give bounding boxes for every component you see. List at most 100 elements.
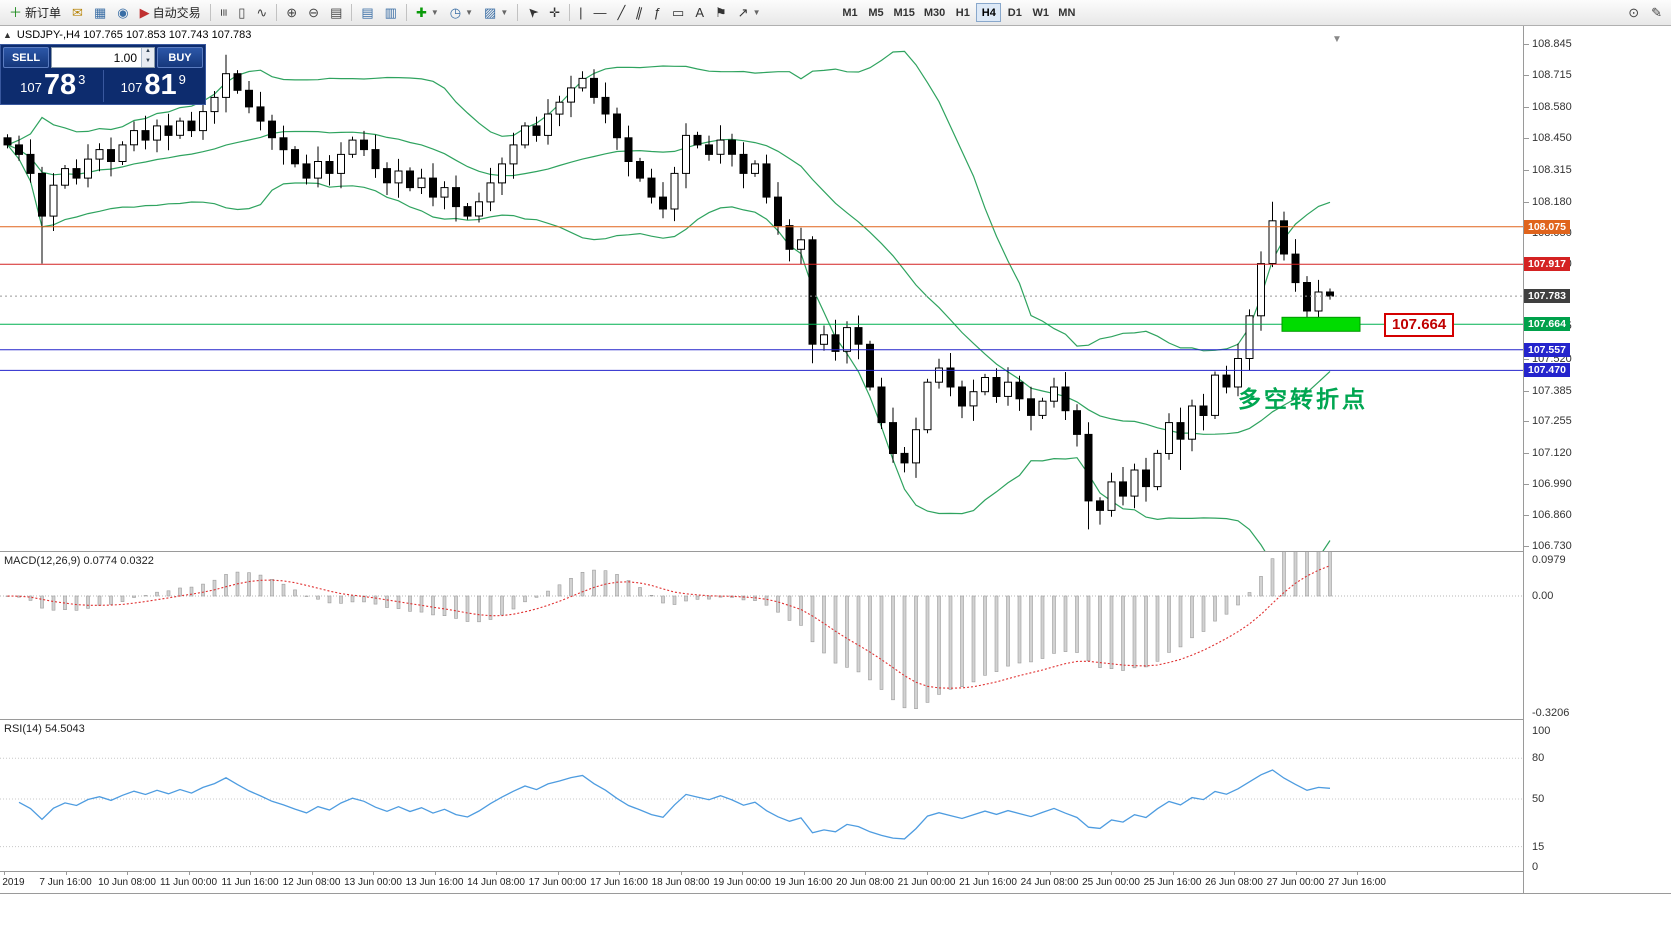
buy-button[interactable]: BUY	[157, 47, 203, 68]
volume-up-button[interactable]: ▲	[142, 48, 154, 58]
rsi-axis-label: 50	[1532, 793, 1545, 805]
timeframe-button-H4[interactable]: H4	[976, 3, 1002, 22]
zoom-in-button[interactable]: ⊕	[281, 2, 302, 23]
time-label: Jun 2019	[0, 877, 25, 888]
buy-price-big: 81	[144, 69, 177, 101]
time-label: 7 Jun 16:00	[39, 877, 92, 888]
shapes-button[interactable]: ▭	[667, 2, 689, 23]
data-window-icon: ◉	[117, 5, 129, 20]
rsi-chart	[0, 757, 1523, 848]
time-tick-mark	[311, 872, 313, 875]
timeframe-button-W1[interactable]: W1	[1028, 3, 1053, 22]
timeframe-button-D1[interactable]: D1	[1002, 3, 1027, 22]
toolbar-separator	[569, 4, 571, 21]
timeframe-button-M1[interactable]: M1	[837, 3, 862, 22]
fibonacci-button[interactable]: ƒ	[649, 2, 666, 23]
price-badge-108.075: 108.075	[1524, 219, 1570, 234]
time-label: 13 Jun 00:00	[344, 877, 402, 888]
timeframe-button-M15[interactable]: M15	[889, 3, 918, 22]
zoom-out-button[interactable]: ⊖	[303, 2, 324, 23]
time-tick-mark	[1111, 872, 1112, 875]
chevron-down-icon: ▼	[752, 8, 761, 17]
bar-chart-button[interactable]: ≡	[215, 2, 233, 23]
panel-separator[interactable]	[0, 719, 1671, 720]
channel-button[interactable]: ∥	[631, 2, 648, 23]
tile-vertical-button[interactable]: ▥	[380, 2, 402, 23]
time-label: 12 Jun 08:00	[282, 877, 341, 888]
trendline-button[interactable]: ╱	[612, 2, 630, 23]
time-tick-mark	[1295, 872, 1297, 875]
arrows-button[interactable]: ↗ ▼	[733, 2, 766, 23]
zoom-out-icon: ⊖	[308, 5, 320, 20]
tile-horizontal-button[interactable]: ▤	[356, 2, 378, 23]
line-chart-button[interactable]: ∿	[251, 2, 272, 23]
templates-button[interactable]: ▨ ▼	[479, 2, 513, 23]
chart-list-button[interactable]: ▤	[325, 2, 347, 23]
time-label: 27 Jun 16:00	[1328, 877, 1386, 888]
candle-chart-button[interactable]: ▯	[233, 2, 250, 23]
rsi-subwindow[interactable]: RSI(14) 54.5043	[0, 720, 1523, 871]
text-button[interactable]: A	[690, 2, 709, 23]
data-window-button[interactable]: ◉	[112, 2, 133, 23]
price-tick: 108.715	[1524, 69, 1572, 81]
candlestick-chart[interactable]	[0, 26, 1523, 551]
timeframe-button-M30[interactable]: M30	[920, 3, 949, 22]
buy-price[interactable]: 107 81 9	[104, 70, 204, 102]
autotrade-button[interactable]: ▶ 自动交易	[135, 2, 206, 23]
time-label: 25 Jun 16:00	[1143, 877, 1202, 888]
time-tick-mark	[250, 872, 251, 875]
sell-price-sup: 3	[78, 72, 86, 87]
sell-price[interactable]: 107 78 3	[3, 70, 104, 103]
chevron-down-icon: ▼	[465, 8, 474, 17]
collapse-trade-panel-icon[interactable]: ▲	[3, 30, 12, 40]
time-label: 24 Jun 08:00	[1020, 877, 1079, 888]
time-tick-mark	[373, 872, 374, 875]
timeframe-button-MN[interactable]: MN	[1054, 3, 1079, 22]
chart-area[interactable]: ▲ USDJPY-,H4 107.765 107.853 107.743 107…	[0, 26, 1523, 551]
new-order-button[interactable]: ＋新订单	[4, 2, 66, 23]
indicators-button[interactable]: ✚ ▼	[411, 2, 444, 23]
arrow-icon: ↗	[737, 5, 749, 20]
cursor-icon: ➤	[523, 3, 542, 22]
clock-icon: ◷	[449, 5, 462, 20]
crosshair-icon: ✛	[549, 5, 561, 20]
search-button[interactable]: ⊙	[1623, 2, 1644, 23]
volume-stepper[interactable]: ▲ ▼	[51, 47, 155, 68]
rsi-axis-label: 0	[1532, 861, 1539, 873]
vertical-line-button[interactable]: |	[574, 2, 587, 23]
price-tick: 108.450	[1524, 132, 1572, 144]
timeframe-button-M5[interactable]: M5	[863, 3, 888, 22]
price-tick: 107.120	[1524, 447, 1572, 459]
timeframe-button-H1[interactable]: H1	[950, 3, 975, 22]
horizontal-line-button[interactable]: —	[588, 2, 611, 23]
sell-price-base: 107	[20, 80, 42, 96]
panel-separator[interactable]	[0, 551, 1671, 552]
label-button[interactable]: ⚑	[710, 2, 732, 23]
crosshair-button[interactable]: ✛	[544, 2, 565, 23]
price-tick: 108.315	[1524, 164, 1572, 176]
sell-button[interactable]: SELL	[3, 47, 49, 68]
autotrade-button-label: 自动交易	[152, 6, 201, 20]
macd-subwindow[interactable]: MACD(12,26,9) 0.0774 0.0322	[0, 552, 1523, 719]
mail-button[interactable]: ✉	[67, 2, 88, 23]
edit-button[interactable]: ✎	[1646, 2, 1667, 23]
toolbar-separator	[276, 4, 278, 21]
time-tick-mark	[680, 872, 682, 875]
cursor-button[interactable]: ➤	[522, 2, 543, 23]
periods-button[interactable]: ◷ ▼	[445, 2, 478, 23]
panel-separator	[0, 871, 1671, 872]
toolbar-separator	[209, 4, 211, 21]
autotrade-icon: ▶	[139, 5, 150, 20]
pencil-icon: ✎	[1651, 5, 1662, 20]
trend-icon: ╱	[617, 5, 626, 20]
autoscroll-marker-icon[interactable]: ▼	[1332, 34, 1342, 45]
new-order-button-label: 新订单	[25, 6, 62, 20]
market-watch-button[interactable]: ▦	[89, 2, 111, 23]
volume-down-button[interactable]: ▼	[142, 57, 154, 67]
price-axis[interactable]: 108.845 108.715 108.580 108.450 108.315 108.1…	[1523, 26, 1671, 893]
rsi-label: RSI(14) 54.5043	[4, 723, 85, 735]
rsi-axis-label: 15	[1532, 840, 1545, 853]
volume-spinner[interactable]: ▲ ▼	[141, 48, 154, 67]
volume-input[interactable]	[52, 48, 141, 67]
